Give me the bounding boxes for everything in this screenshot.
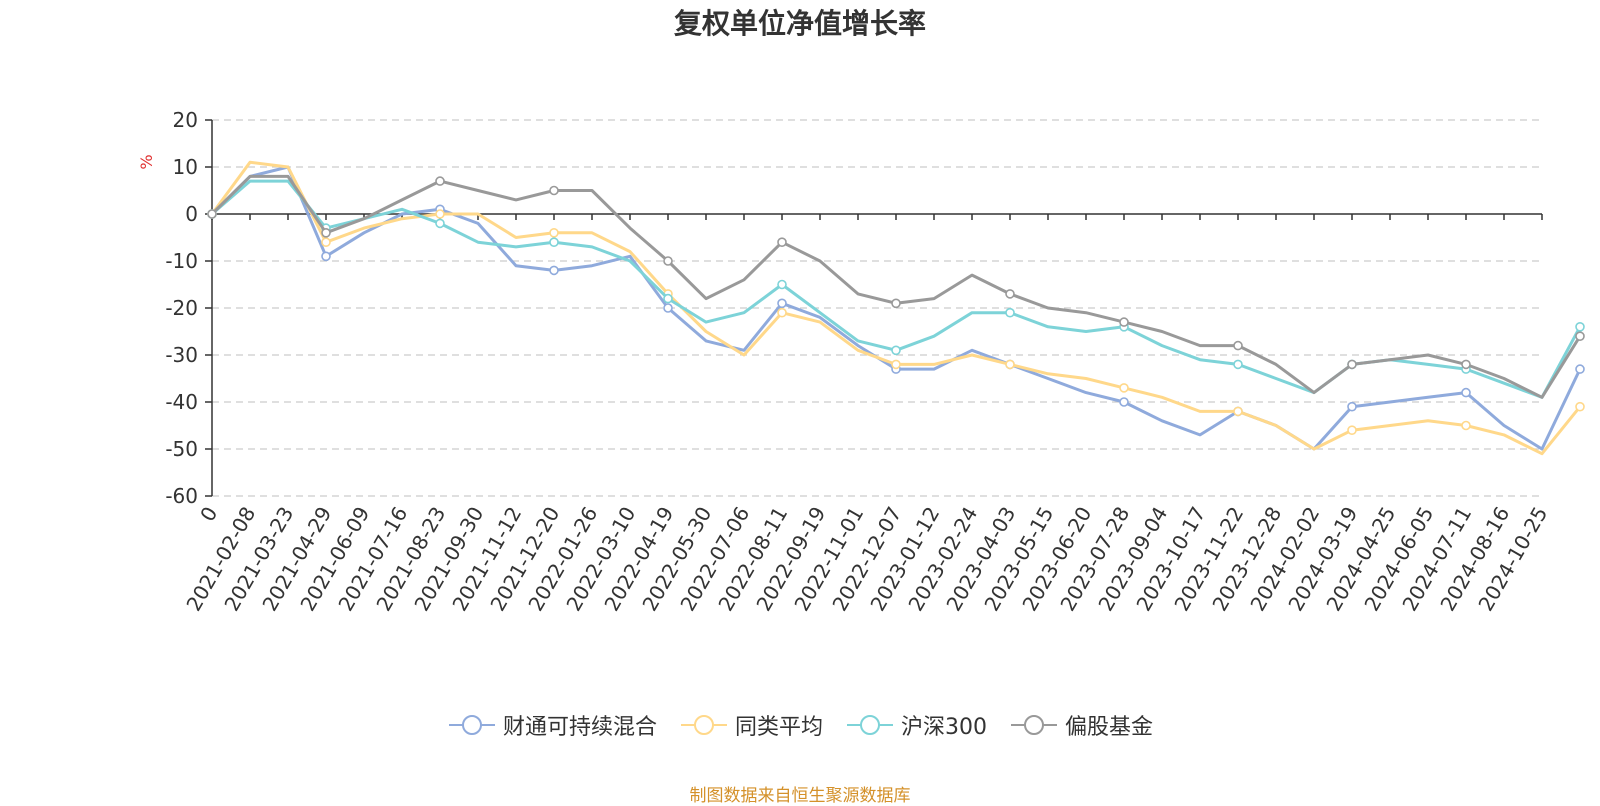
series-point[interactable] — [435, 218, 445, 229]
legend-marker-csi300 — [847, 715, 893, 735]
series-point[interactable] — [891, 359, 901, 370]
series-point[interactable] — [1005, 289, 1015, 299]
y-tick-label: -40 — [165, 390, 198, 414]
y-tick-label: -50 — [165, 437, 198, 461]
series-point[interactable] — [663, 303, 673, 313]
series-point[interactable] — [321, 237, 331, 247]
legend-item-category-average[interactable]: 同类平均 — [679, 709, 823, 741]
series-point[interactable] — [207, 209, 217, 219]
legend-marker-fund — [448, 715, 495, 735]
chart-title: 复权单位净值增长率 — [673, 7, 926, 40]
series-point[interactable] — [321, 228, 331, 238]
series-point[interactable] — [549, 228, 559, 238]
series-point[interactable] — [663, 293, 673, 304]
series-point[interactable] — [1233, 359, 1243, 370]
y-tick-label: -60 — [165, 484, 198, 508]
series-lines — [207, 160, 1585, 456]
legend-label-equity-funds: 偏股基金 — [1065, 715, 1154, 740]
tick-labels: 20100-10-20-30-40-50-6002021-02-082021-0… — [165, 108, 1552, 615]
series-point[interactable] — [549, 185, 559, 196]
series-point[interactable] — [1119, 383, 1129, 393]
legend-marker-equity-funds — [1011, 715, 1057, 735]
series-group — [207, 160, 1585, 456]
source-note: 制图数据来自恒生聚源数据库 — [689, 786, 911, 806]
y-tick-label: 0 — [185, 202, 198, 226]
series-point[interactable] — [435, 176, 445, 186]
series-group — [207, 174, 1585, 399]
x-tick-label: 0 — [195, 503, 222, 526]
series-point[interactable] — [1461, 420, 1471, 431]
series-point[interactable] — [1461, 359, 1471, 370]
legend-label-csi300: 沪深300 — [901, 715, 987, 740]
series-point[interactable] — [321, 251, 331, 262]
series-point[interactable] — [1347, 425, 1357, 436]
y-tick-label: 10 — [173, 155, 198, 179]
series-point[interactable] — [1347, 401, 1357, 412]
line-chart: 20100-10-20-30-40-50-6002021-02-082021-0… — [137, 108, 1585, 615]
series-point[interactable] — [663, 256, 673, 266]
y-tick-label: -10 — [165, 249, 198, 273]
y-axis-unit: % — [137, 154, 156, 169]
legend-marker-category-average — [680, 715, 727, 735]
series-point[interactable] — [1119, 317, 1129, 327]
grid-lines — [212, 119, 1542, 497]
legend-item-fund[interactable]: 财通可持续混合 — [447, 709, 657, 741]
series-point[interactable] — [777, 307, 787, 318]
series-point[interactable] — [435, 209, 445, 219]
series-point[interactable] — [549, 265, 559, 276]
y-tick-label: -20 — [165, 296, 198, 320]
series-point[interactable] — [1005, 359, 1015, 370]
series-point[interactable] — [891, 345, 901, 356]
series-point[interactable] — [1233, 406, 1243, 417]
series-point[interactable] — [1575, 401, 1585, 412]
series-point[interactable] — [1347, 359, 1357, 370]
series-point[interactable] — [1575, 321, 1585, 332]
series-point[interactable] — [1575, 364, 1585, 374]
y-tick-label: 20 — [173, 108, 198, 132]
series-point[interactable] — [777, 298, 787, 309]
series-point[interactable] — [549, 237, 559, 247]
series-point[interactable] — [1575, 331, 1585, 342]
legend: 财通可持续混合 同类平均 沪深300 偏股基金 — [0, 708, 1600, 742]
series-point[interactable] — [777, 279, 787, 290]
legend-item-csi300[interactable]: 沪深300 — [845, 709, 987, 741]
series-point[interactable] — [1119, 397, 1129, 407]
series-point[interactable] — [1005, 307, 1015, 318]
y-tick-label: -30 — [165, 343, 198, 367]
series-point[interactable] — [1233, 340, 1243, 351]
series-point[interactable] — [777, 237, 787, 247]
legend-item-equity-funds[interactable]: 偏股基金 — [1009, 709, 1153, 741]
legend-label-category-average: 同类平均 — [734, 715, 823, 740]
legend-label-fund: 财通可持续混合 — [502, 715, 657, 740]
series-point[interactable] — [1461, 387, 1471, 398]
series-point[interactable] — [891, 298, 901, 309]
